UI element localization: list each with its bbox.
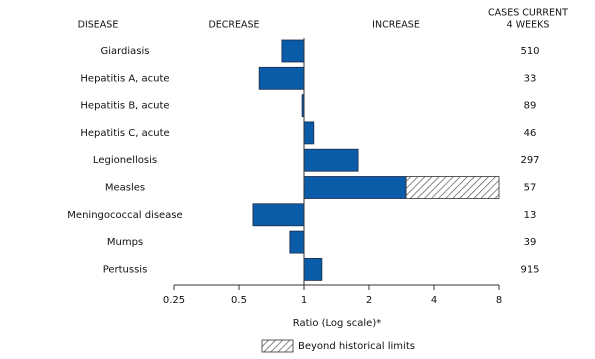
x-tick-label: 2 [366,295,372,306]
header-cases: 4 WEEKS [507,20,550,31]
legend-swatch [261,339,294,353]
bar [289,230,305,254]
cases-value: 13 [524,210,537,221]
category-label: Legionellosis [93,155,157,166]
x-tick-label: 4 [431,295,437,306]
bar [281,39,305,63]
bar [252,203,305,227]
category-label: Pertussis [103,264,148,275]
bar [258,66,305,90]
category-label: Measles [105,183,145,194]
cases-value: 510 [520,46,539,57]
bar [303,148,359,172]
x-tick-label: 0.25 [163,295,185,306]
cases-value: 57 [524,183,537,194]
header-cases: CASES CURRENT [488,8,568,19]
bar-beyond-limits [405,176,500,199]
header-increase: INCREASE [372,20,420,31]
category-label: Hepatitis A, acute [80,73,169,84]
header-decrease: DECREASE [208,20,259,31]
cases-value: 915 [520,264,539,275]
x-axis-label: Ratio (Log scale)* [293,318,381,329]
header-disease: DISEASE [78,20,119,31]
cases-value: 33 [524,73,537,84]
cases-value: 89 [524,101,537,112]
category-label: Mumps [107,237,143,248]
x-tick-label: 0.5 [231,295,247,306]
category-label: Hepatitis C, acute [80,128,169,139]
x-tick-label: 1 [301,295,307,306]
category-label: Hepatitis B, acute [80,101,169,112]
bar [303,176,407,199]
cases-value: 46 [524,128,537,139]
category-label: Meningococcal disease [67,210,182,221]
cases-value: 297 [520,155,539,166]
bar [303,121,315,145]
category-label: Giardiasis [100,46,149,57]
cases-value: 39 [524,237,537,248]
bar [303,257,323,281]
x-tick-label: 8 [496,295,502,306]
legend-label: Beyond historical limits [298,341,415,352]
